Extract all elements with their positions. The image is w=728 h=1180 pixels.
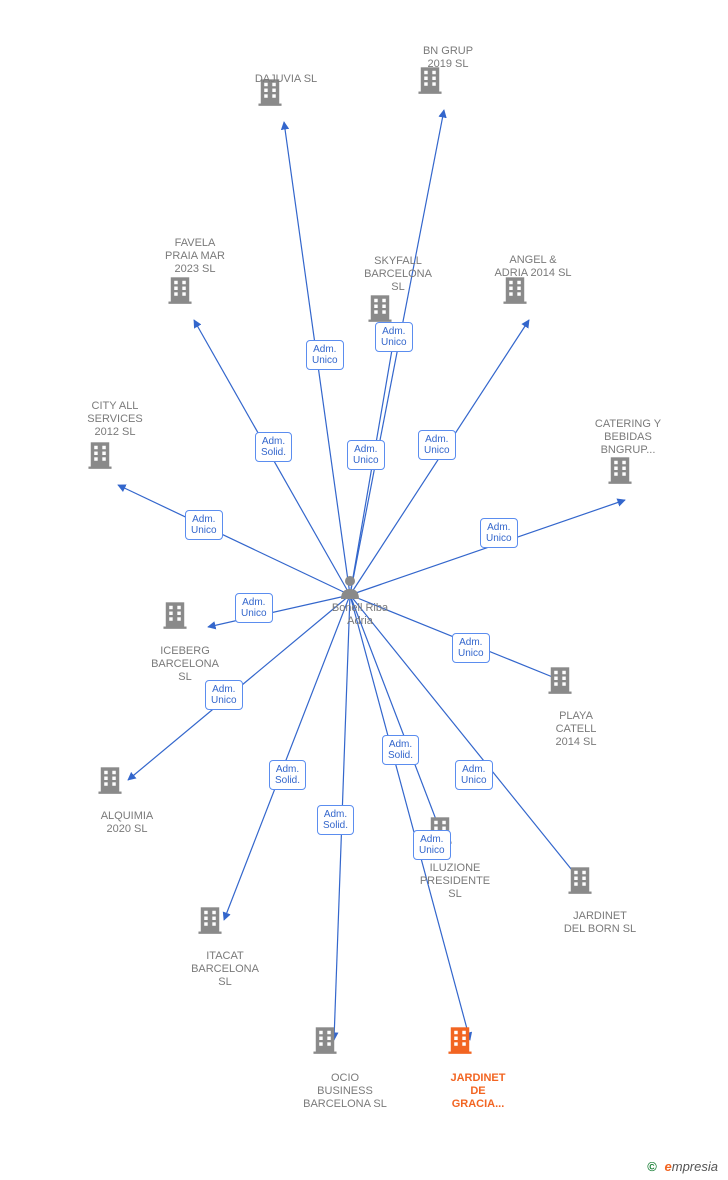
- edge-label: Adm. Solid.: [317, 805, 354, 835]
- building-icon: [166, 292, 194, 309]
- brand-first-letter: e: [665, 1159, 672, 1174]
- company-node-itacat: [196, 905, 224, 940]
- building-icon: [446, 1042, 474, 1059]
- building-icon: [606, 472, 634, 489]
- center-label: Bonell Riba Adria: [320, 602, 400, 628]
- company-node-jardborn: [566, 865, 594, 900]
- edge-line: [118, 485, 350, 595]
- building-icon: [501, 292, 529, 309]
- edge-label: Adm. Unico: [205, 680, 243, 710]
- edge-label: Adm. Unico: [455, 760, 493, 790]
- edge-label: Adm. Unico: [452, 633, 490, 663]
- company-label: JARDINET DE GRACIA...: [423, 1072, 533, 1111]
- diagram-canvas: [0, 0, 728, 1180]
- edge-label: Adm. Unico: [185, 510, 223, 540]
- company-label: OCIO BUSINESS BARCELONA SL: [280, 1072, 410, 1111]
- company-label: ILUZIONE PRESIDENTE SL: [400, 862, 510, 901]
- company-node-iceberg: [161, 600, 189, 635]
- company-label: CATERING Y BEBIDAS BNGRUP...: [568, 418, 688, 457]
- center-person-node: [339, 575, 361, 604]
- edge-label: Adm. Solid.: [269, 760, 306, 790]
- company-label: JARDINET DEL BORN SL: [540, 910, 660, 936]
- company-node-alquimia: [96, 765, 124, 800]
- edge-label: Adm. Unico: [347, 440, 385, 470]
- building-icon: [96, 782, 124, 799]
- company-node-favela: [166, 275, 194, 310]
- building-icon: [566, 882, 594, 899]
- company-label: FAVELA PRAIA MAR 2023 SL: [140, 237, 250, 276]
- brand-rest: mpresia: [672, 1159, 718, 1174]
- company-label: CITY ALL SERVICES 2012 SL: [60, 400, 170, 439]
- edge-label: Adm. Unico: [480, 518, 518, 548]
- building-icon: [311, 1042, 339, 1059]
- edge-label: Adm. Unico: [306, 340, 344, 370]
- building-icon: [86, 457, 114, 474]
- company-label: ALQUIMIA 2020 SL: [72, 810, 182, 836]
- edge-label: Adm. Unico: [418, 430, 456, 460]
- person-icon: [339, 586, 361, 603]
- edge-line: [350, 595, 440, 830]
- company-node-catering: [606, 455, 634, 490]
- building-icon: [161, 617, 189, 634]
- company-node-jardgracia: [446, 1025, 474, 1060]
- company-label: ICEBERG BARCELONA SL: [130, 645, 240, 684]
- company-label: ITACAT BARCELONA SL: [170, 950, 280, 989]
- footer-credit: © empresia: [647, 1159, 718, 1174]
- building-icon: [196, 922, 224, 939]
- company-node-angel: [501, 275, 529, 310]
- company-label: PLAYA CATELL 2014 SL: [526, 710, 626, 749]
- company-node-cityall: [86, 440, 114, 475]
- edge-line: [224, 595, 350, 920]
- edge-label: Adm. Solid.: [382, 735, 419, 765]
- building-icon: [416, 82, 444, 99]
- company-label: SKYFALL BARCELONA SL: [343, 255, 453, 294]
- copyright-symbol: ©: [647, 1159, 657, 1174]
- edge-label: Adm. Unico: [375, 322, 413, 352]
- edge-label: Adm. Unico: [235, 593, 273, 623]
- building-icon: [256, 94, 284, 111]
- company-node-ocio: [311, 1025, 339, 1060]
- company-label: DAJUVIA SL: [231, 73, 341, 86]
- company-label: ANGEL & ADRIA 2014 SL: [478, 254, 588, 280]
- edge-label: Adm. Solid.: [255, 432, 292, 462]
- building-icon: [546, 682, 574, 699]
- company-label: BN GRUP 2019 SL: [393, 45, 503, 71]
- edge-label: Adm. Unico: [413, 830, 451, 860]
- company-node-playa: [546, 665, 574, 700]
